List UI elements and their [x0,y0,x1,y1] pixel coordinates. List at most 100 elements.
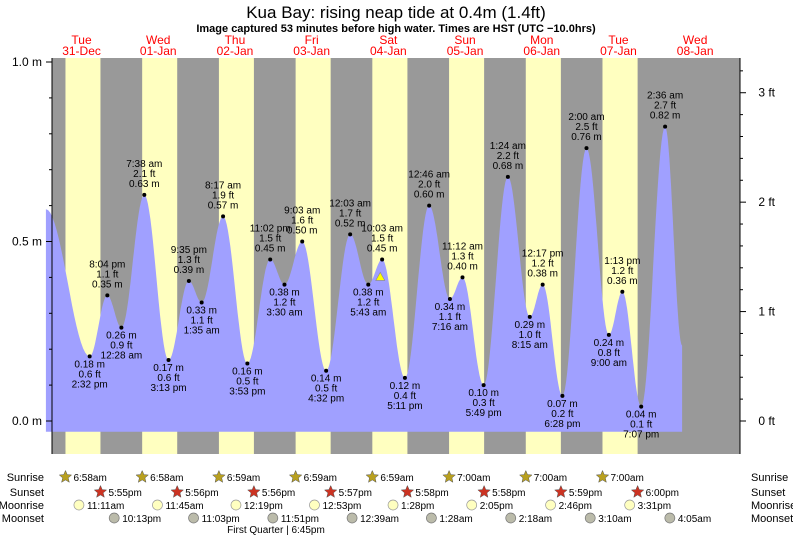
moonset-icon [584,512,596,524]
chart-title: Kua Bay: rising neap tide at 0.4m (1.4ft… [246,3,546,22]
sun-moon-rows: Sunrise Sunrise 6:58am 6:58am 6:59am 6:59am 6:… [0,469,793,525]
high-tide-label: 1.5 ft [371,233,393,244]
high-tide-label: 0.38 m [527,269,558,280]
low-tide-label: 5:43 am [350,308,386,319]
day-of-week-label: Wed [146,33,170,47]
sunrise-time: 6:58am [150,473,183,484]
high-tide-label: 2:36 am [647,91,683,102]
low-tide-label: 0.2 ft [551,409,573,420]
low-tide-label: 7:16 am [432,322,468,333]
moonrise-time: 2:46pm [559,501,592,512]
chart-subtitle: Image captured 53 minutes before high wa… [196,23,596,35]
left-tick-label: 0.0 m [12,414,42,428]
moonset-icon [267,512,279,524]
low-tide-label: 0.33 m [186,306,217,317]
sunrise-time: 7:00am [610,473,643,484]
low-tide-dot [366,282,371,287]
current-level-marker [375,271,386,281]
moonrise-icon [309,499,320,511]
low-tide-label: 0.9 ft [110,341,132,352]
low-tide-label: 0.38 m [353,288,384,299]
low-tide-label: 0.3 ft [473,398,495,409]
moonset-time: 2:18am [519,514,552,525]
left-tick-label: 0.5 m [12,235,42,249]
left-tick-label: 1.0 m [12,55,42,69]
right-tick-label: 0 ft [758,414,775,428]
moon-phase-label: First Quarter | 6:45pm [227,525,325,536]
high-tide-label: 2:00 am [568,112,604,123]
high-tide-label: 0.52 m [335,218,366,229]
moonset-time: 11:03pm [202,514,240,525]
sunrise-time: 6:58am [73,473,106,484]
high-tide-label: 1.2 ft [532,259,554,270]
tide-extremes: 0.18 m0.6 ft2:32 pm8:04 pm1.1 ft0.35 m0.… [72,91,684,441]
high-tide-label: 0.76 m [571,132,602,143]
date-label: 08‑Jan [677,44,714,58]
low-tide-label: 0.17 m [153,363,184,374]
moonset-time: 10:13pm [122,514,161,525]
moonset-icon [505,512,517,524]
low-tide-dot [199,300,204,305]
sunset-row-label-left: Sunset [10,487,44,499]
moonset-icon [426,512,437,524]
high-tide-label: 1:24 am [490,141,526,152]
date-label: 01‑Jan [140,44,177,58]
day-labels: Tue31‑DecWed01‑JanThu02‑JanFri03‑JanSat0… [62,33,713,58]
low-tide-label: 0.14 m [311,374,342,385]
sunset-time: 5:59pm [569,488,602,499]
low-tide-dot [282,282,287,287]
sunset-icon [93,484,108,498]
tide-curve [45,126,683,432]
high-tide-dot [427,203,432,208]
moonrise-time: 12:19pm [244,501,283,512]
moonset-time: 11:51pm [281,514,319,525]
date-label: 31‑Dec [62,44,101,58]
low-tide-label: 0.1 ft [630,420,652,431]
sunrise-time: 6:59am [304,473,337,484]
sunrise-icon [595,469,610,483]
date-label: 07‑Jan [600,44,637,58]
moonset-row-label-left: Moonset [2,513,44,525]
high-tide-dot [380,257,385,262]
high-tide-label: 0.50 m [287,226,318,237]
moonset-icon [188,512,199,524]
high-tide-label: 1.1 ft [96,269,118,280]
day-of-week-label: Sun [454,33,475,47]
moonset-row-label-right: Moonset [751,513,793,525]
sunset-icon [554,484,568,498]
high-tide-label: 1.7 ft [339,208,361,219]
sunset-icon [323,484,338,498]
low-tide-label: 1.1 ft [191,316,213,327]
day-of-week-label: Mon [530,33,553,47]
sunrise-row-label-right: Sunrise [751,472,788,484]
low-tide-dot [527,314,532,319]
low-tide-label: 0.8 ft [598,348,620,359]
low-tide-label: 3:13 pm [150,383,186,394]
moonrise-time: 11:45am [165,501,203,512]
low-tide-label: 1.0 ft [519,330,541,341]
high-tide-label: 8:04 pm [89,259,125,270]
low-tide-label: 0.5 ft [236,377,258,388]
high-tide-label: 7:38 am [126,159,162,170]
sunrise-row-label-left: Sunrise [7,472,44,484]
sunrise-time: 6:59am [227,473,260,484]
sunset-row-label-right: Sunset [751,487,785,499]
low-tide-label: 8:15 am [512,340,548,351]
high-tide-label: 12:17 pm [522,249,564,260]
low-tide-label: 0.26 m [106,331,137,342]
high-tide-label: 10:03 am [361,223,403,234]
sunrise-icon [212,469,226,483]
moonrise-row-label-left: Moonrise [0,500,44,512]
low-tide-label: 12:28 am [101,351,143,362]
high-tide-dot [460,275,465,280]
low-tide-label: 0.38 m [269,288,300,299]
sunset-icon [170,484,185,498]
high-tide-label: 9:35 pm [171,245,207,256]
date-label: 02‑Jan [217,44,254,58]
high-tide-label: 1.3 ft [451,251,473,262]
moonrise-time: 1:28pm [401,501,434,512]
low-tide-label: 3:53 pm [229,387,265,398]
sunset-time: 5:56pm [262,488,295,499]
low-tide-label: 0.34 m [435,302,466,313]
